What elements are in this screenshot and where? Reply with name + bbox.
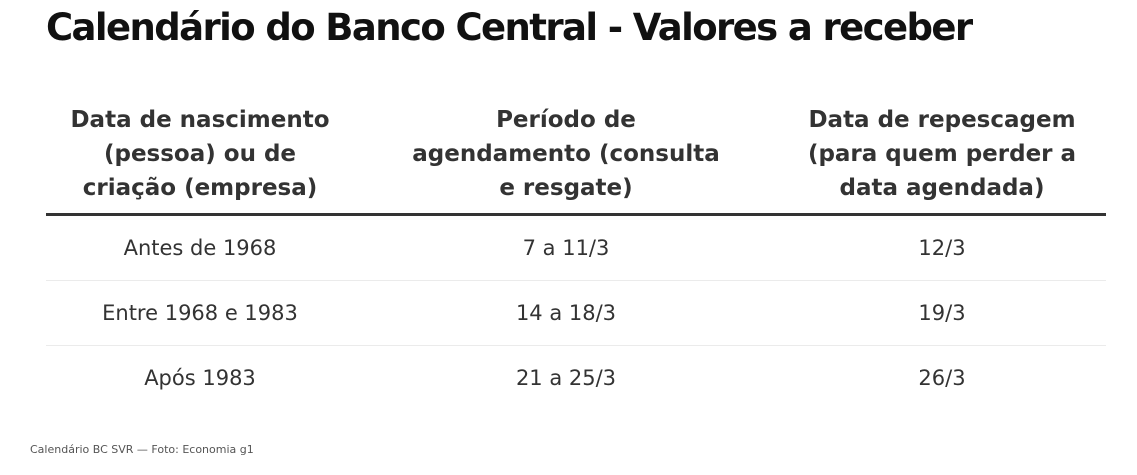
header-retry-date: Data de repescagem (para quem perder a d… [778, 94, 1106, 216]
cell-retry-date: 12/3 [778, 214, 1106, 281]
header-birth-date-label: Data de nascimento (pessoa) ou de criaçã… [70, 106, 330, 201]
cell-scheduling-period: 7 a 11/3 [354, 214, 778, 281]
cell-scheduling-period: 14 a 18/3 [354, 280, 778, 346]
header-retry-date-label: Data de repescagem (para quem perder a d… [807, 106, 1077, 201]
cell-birth-date: Antes de 1968 [46, 214, 354, 281]
page-title: Calendário do Banco Central - Valores a … [46, 6, 973, 49]
cell-scheduling-period: 21 a 25/3 [515, 366, 617, 390]
table-header-row: Data de nascimento (pessoa) ou de criaçã… [46, 94, 1106, 216]
cell-birth-date: Após 1983 [144, 366, 256, 390]
cell-retry-date: 19/3 [778, 280, 1106, 346]
header-scheduling-period: Período de agendamento (consulta e resga… [354, 94, 778, 216]
table-row: Antes de 1968 7 a 11/3 12/3 [46, 214, 1106, 281]
table-row: Após 1983 21 a 25/3 26/3 [46, 346, 1106, 411]
header-scheduling-period-label: Período de agendamento (consulta e resga… [412, 106, 720, 201]
cell-birth-date: Entre 1968 e 1983 [46, 280, 354, 346]
cell-retry-date: 26/3 [918, 366, 966, 390]
image-caption: Calendário BC SVR — Foto: Economia g1 [30, 443, 254, 456]
table-row: Entre 1968 e 1983 14 a 18/3 19/3 [46, 280, 1106, 346]
header-birth-date: Data de nascimento (pessoa) ou de criaçã… [46, 94, 354, 216]
calendar-table: Data de nascimento (pessoa) ou de criaçã… [46, 94, 1106, 410]
